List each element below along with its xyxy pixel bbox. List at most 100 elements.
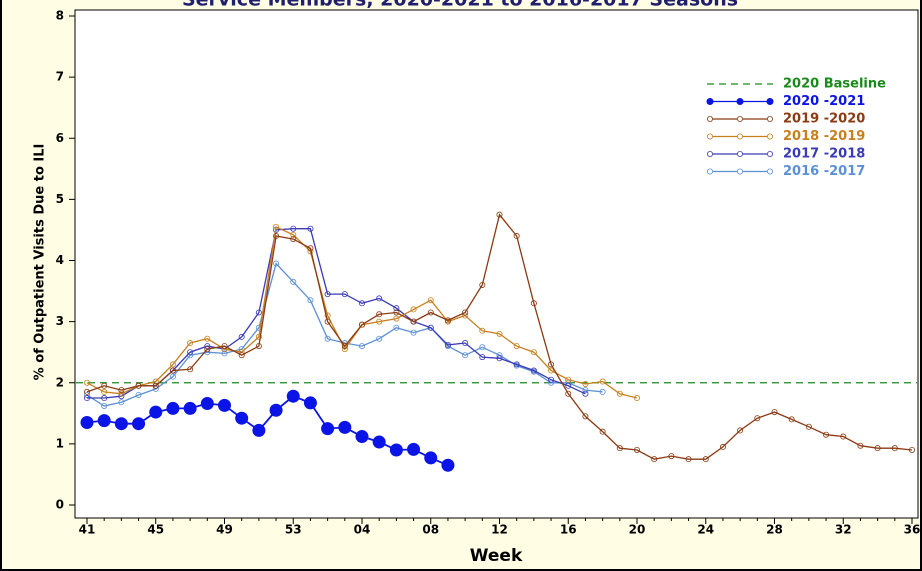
legend-label: 2020 Baseline	[783, 77, 886, 92]
marker	[290, 225, 297, 232]
marker	[393, 305, 400, 312]
marker	[238, 352, 245, 359]
marker	[324, 335, 331, 342]
marker	[496, 211, 503, 218]
marker	[410, 318, 417, 325]
marker	[358, 300, 365, 307]
marker	[135, 382, 142, 389]
x-tick-label: 24	[697, 523, 714, 537]
marker	[255, 333, 262, 340]
y-tick-label: 2	[56, 375, 64, 389]
marker	[496, 330, 503, 337]
legend-marker	[707, 168, 714, 175]
marker	[599, 428, 606, 435]
marker	[582, 387, 589, 394]
marker	[273, 233, 280, 240]
marker	[410, 329, 417, 336]
marker	[548, 367, 555, 374]
marker	[221, 343, 228, 350]
legend-marker	[737, 168, 744, 175]
marker	[84, 379, 91, 386]
marker	[114, 417, 128, 431]
marker	[324, 312, 331, 319]
legend-marker	[737, 116, 744, 123]
marker	[771, 409, 778, 416]
marker	[909, 446, 916, 453]
y-axis-label: % of Outpatient Visits Due to ILI	[33, 144, 48, 381]
x-tick-label: 41	[79, 523, 96, 537]
marker	[376, 295, 383, 302]
legend-marker	[767, 116, 774, 123]
legend-label: 2016 -2017	[783, 164, 865, 179]
marker	[376, 335, 383, 342]
legend-marker	[766, 98, 774, 105]
marker	[582, 390, 589, 397]
marker	[235, 411, 249, 425]
y-tick-label: 7	[56, 70, 64, 84]
x-tick-label: 12	[491, 523, 508, 537]
marker	[840, 433, 847, 440]
x-tick-label: 20	[629, 523, 646, 537]
marker	[441, 458, 455, 472]
marker	[290, 278, 297, 285]
marker	[496, 355, 503, 362]
legend-marker	[707, 116, 714, 123]
marker	[548, 361, 555, 368]
x-tick-label: 04	[354, 523, 371, 537]
marker	[255, 309, 262, 316]
legend-marker	[737, 150, 744, 157]
marker	[823, 431, 830, 438]
marker	[479, 354, 486, 361]
marker	[891, 445, 898, 452]
y-tick-label: 3	[56, 314, 64, 328]
y-tick-label: 4	[56, 253, 64, 267]
marker	[204, 335, 211, 342]
legend-marker	[737, 133, 744, 140]
marker	[479, 344, 486, 351]
marker	[874, 445, 881, 452]
marker	[389, 443, 403, 457]
marker	[132, 417, 146, 431]
marker	[462, 340, 469, 347]
marker	[754, 415, 761, 422]
marker	[169, 373, 176, 380]
marker	[462, 352, 469, 359]
marker	[530, 300, 537, 307]
marker	[668, 453, 675, 460]
x-tick-label: 08	[422, 523, 439, 537]
y-tick-label: 0	[56, 498, 64, 512]
x-tick-label: 49	[216, 523, 233, 537]
marker	[719, 443, 726, 450]
marker	[393, 309, 400, 316]
marker	[372, 435, 386, 449]
marker	[200, 397, 214, 411]
marker	[599, 388, 606, 395]
chart-title: Service Members, 2020-2021 to 2016-2017 …	[182, 0, 738, 11]
marker	[358, 321, 365, 328]
x-axis-label: Week	[470, 546, 523, 566]
marker	[407, 442, 421, 456]
marker	[788, 416, 795, 423]
legend-label: 2019 -2020	[783, 112, 865, 127]
marker	[479, 281, 486, 288]
y-tick-label: 8	[56, 9, 64, 23]
marker	[324, 318, 331, 325]
marker	[565, 390, 572, 397]
marker	[152, 378, 159, 385]
marker	[321, 422, 335, 436]
marker	[358, 343, 365, 350]
legend-marker	[707, 150, 714, 157]
marker	[548, 376, 555, 383]
marker	[80, 415, 94, 429]
series-line	[86, 262, 603, 407]
y-tick-label: 1	[56, 436, 64, 450]
marker	[101, 395, 108, 402]
marker	[169, 361, 176, 368]
marker	[324, 291, 331, 298]
marker	[857, 442, 864, 449]
legend-marker	[736, 98, 744, 105]
marker	[101, 388, 108, 395]
legend-label: 2020 -2021	[783, 94, 865, 109]
y-tick-label: 6	[56, 131, 64, 145]
